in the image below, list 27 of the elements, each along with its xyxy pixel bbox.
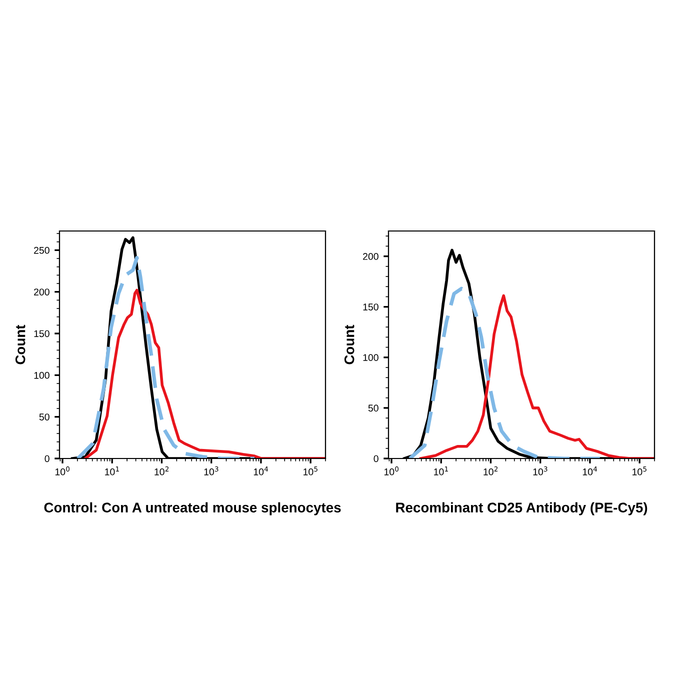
y-tick-label: 0 xyxy=(374,455,378,462)
x-tick-label: 10$^{1}$ xyxy=(434,466,448,476)
x-tick-label: 10$^{4}$ xyxy=(254,466,268,476)
y-tick-label: 150 xyxy=(34,330,50,338)
x-axis-title: Recombinant CD25 Antibody (PE-Cy5) xyxy=(396,502,648,516)
x-tick-label: 10$^{2}$ xyxy=(484,466,498,476)
y-tick-label: 150 xyxy=(363,304,378,310)
x-tick-label: 10$^{0}$ xyxy=(384,466,399,476)
y-tick-label: 100 xyxy=(34,372,50,379)
x-tick-label: 10$^{3}$ xyxy=(533,466,548,476)
x-tick-label: 10$^{5}$ xyxy=(632,466,646,476)
y-tick-label: 0 xyxy=(44,455,50,462)
x-axis-title: Control: Con A untreated mouse splenocytes xyxy=(44,502,341,516)
x-tick-label: 10$^{4}$ xyxy=(582,466,598,476)
x-tick-label: 10$^{1}$ xyxy=(105,466,119,476)
y-tick-label: 50 xyxy=(39,414,50,420)
y-tick-label: 50 xyxy=(368,404,378,412)
y-axis-title: Count xyxy=(15,324,26,364)
x-tick-label: 10$^{3}$ xyxy=(204,466,218,476)
y-axis-title: Count xyxy=(344,324,354,364)
y-tick-label: 200 xyxy=(34,288,50,296)
y-tick-label: 100 xyxy=(363,354,378,362)
y-tick-label: 250 xyxy=(34,246,50,254)
x-tick-label: 10$^{0}$ xyxy=(55,466,70,476)
x-tick-label: 10$^{2}$ xyxy=(154,466,169,476)
y-tick-label: 200 xyxy=(363,253,378,260)
x-tick-label: 10$^{5}$ xyxy=(304,466,318,476)
